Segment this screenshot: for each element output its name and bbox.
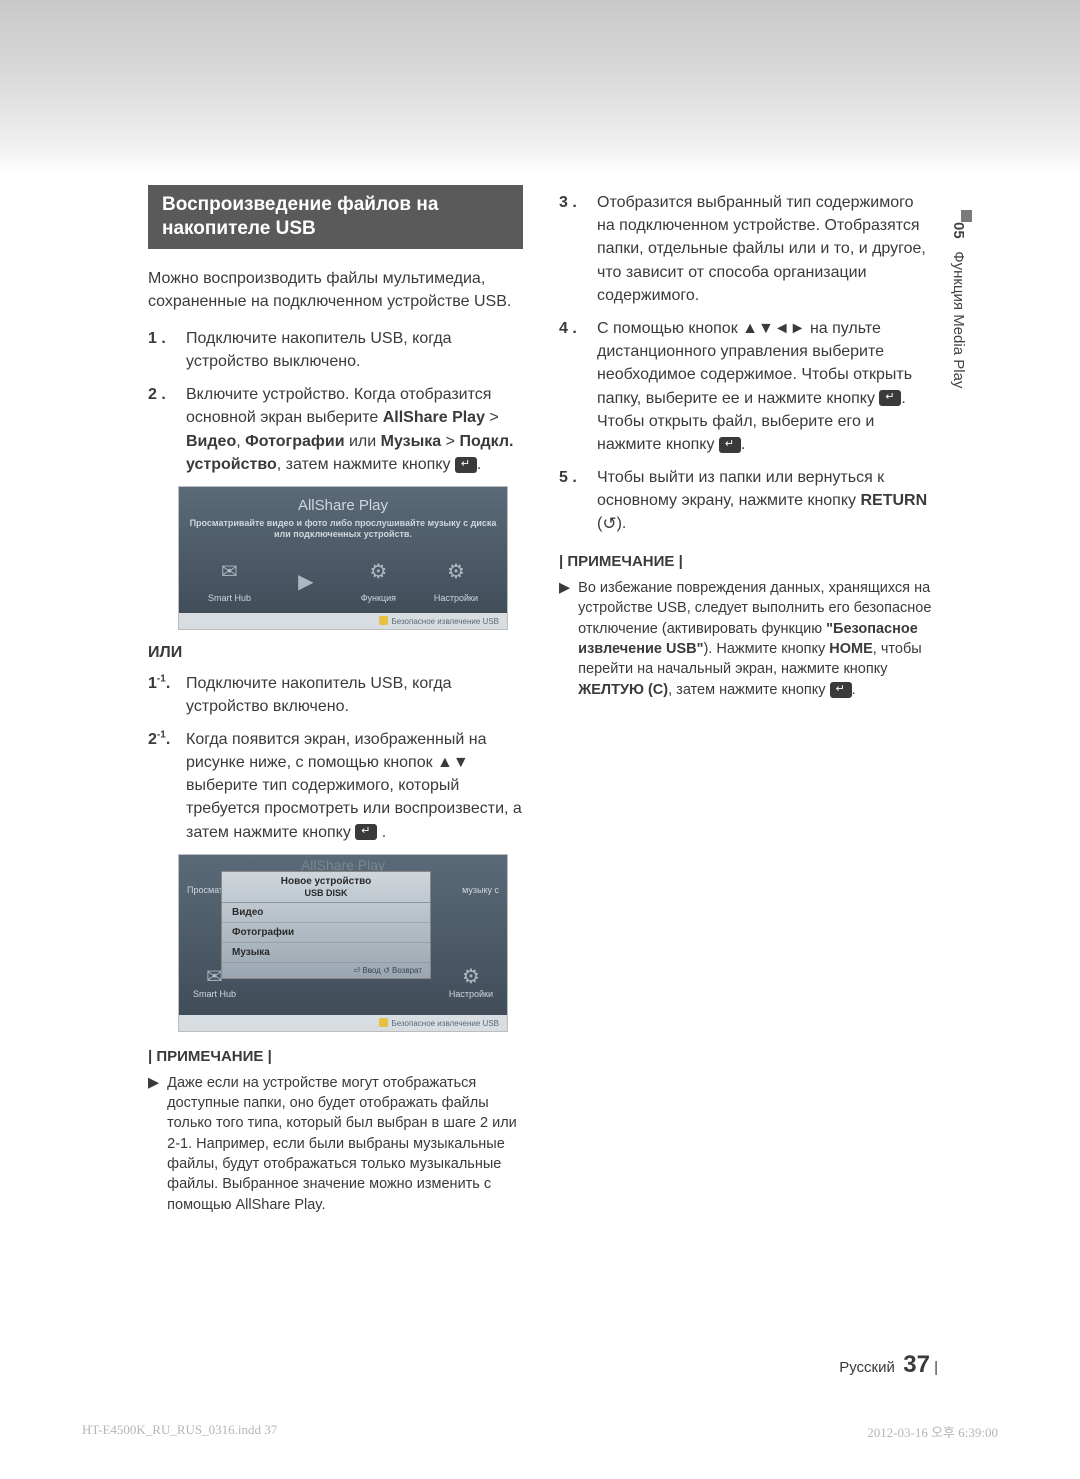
or-label: ИЛИ bbox=[148, 644, 523, 662]
step-num: 4 . bbox=[559, 317, 587, 456]
step-text: Подключите накопитель USB, когда устройс… bbox=[186, 672, 523, 718]
step-2-1: 2-1. Когда появится экран, изображенный … bbox=[148, 728, 523, 844]
doc-footer-left: HT-E4500K_RU_RUS_0316.indd 37 bbox=[82, 1422, 277, 1441]
footer-page-num: 37 bbox=[903, 1351, 930, 1378]
footer-lang: Русский bbox=[839, 1359, 895, 1376]
shot-title: AllShare Play bbox=[189, 497, 497, 514]
step-5: 5 . Чтобы выйти из папки или вернуться к… bbox=[559, 466, 934, 537]
shot-icon-play: ▶ bbox=[289, 565, 323, 603]
note-body: ▶ Во избежание повреждения данных, храня… bbox=[559, 578, 934, 700]
right-column: 3 . Отобразится выбранный тип содержимог… bbox=[559, 185, 934, 1215]
note-marker-icon: ▶ bbox=[148, 1073, 159, 1215]
screenshot-allshare-main: AllShare Play Просматривайте видео и фот… bbox=[178, 486, 508, 630]
doc-footer-right: 2012-03-16 오후 6:39:00 bbox=[867, 1422, 998, 1441]
step-text: Когда появится экран, изображенный на ри… bbox=[186, 728, 523, 844]
return-icon: ↺ bbox=[602, 512, 616, 537]
popup-item-music: Музыка bbox=[222, 943, 430, 963]
side-tab-bar bbox=[961, 210, 972, 222]
screenshot-allshare-popup: AllShare Play Просмат музыку с ✉Smart Hu… bbox=[178, 854, 508, 1032]
step-1-1: 1-1. Подключите накопитель USB, когда ус… bbox=[148, 672, 523, 718]
shot-subtitle: Просматривайте видео и фото либо прослуш… bbox=[189, 518, 497, 541]
enter-icon bbox=[455, 457, 477, 473]
side-tab: 05 Функция Media Play bbox=[950, 222, 967, 388]
step-num: 1 . bbox=[148, 327, 176, 373]
step-3: 3 . Отобразится выбранный тип содержимог… bbox=[559, 191, 934, 307]
note-header: | ПРИМЕЧАНИЕ | bbox=[559, 553, 934, 570]
chapter-title: Функция Media Play bbox=[950, 251, 967, 388]
bg-left: Просмат bbox=[187, 885, 223, 895]
section-header: Воспроизведение файлов на накопителе USB bbox=[148, 185, 523, 249]
intro-text: Можно воспроизводить файлы мультимедиа, … bbox=[148, 267, 523, 313]
step-text: Включите устройство. Когда отобразится о… bbox=[186, 383, 523, 476]
doc-footer: HT-E4500K_RU_RUS_0316.indd 37 2012-03-16… bbox=[82, 1422, 998, 1441]
enter-icon bbox=[879, 390, 901, 406]
shot-footer: Безопасное извлечение USB bbox=[179, 1015, 507, 1031]
step-1: 1 . Подключите накопитель USB, когда уст… bbox=[148, 327, 523, 373]
step-num: 3 . bbox=[559, 191, 587, 307]
step-text: С помощью кнопок ▲▼◄► на пульте дистанци… bbox=[597, 317, 934, 456]
steps-right: 3 . Отобразится выбранный тип содержимог… bbox=[559, 191, 934, 537]
bg-right: музыку с bbox=[462, 885, 499, 895]
enter-icon bbox=[830, 682, 852, 698]
enter-icon bbox=[719, 437, 741, 453]
steps-main: 1 . Подключите накопитель USB, когда уст… bbox=[148, 327, 523, 476]
popup-bottom: ⏎ Ввод ↺ Возврат bbox=[222, 963, 430, 978]
shot-icon-row: ✉Smart Hub ▶ ⚙Функция ⚙Настройки bbox=[189, 555, 497, 603]
bg-icon-settings: ⚙Настройки bbox=[449, 964, 493, 999]
note-body: ▶ Даже если на устройстве могут отобража… bbox=[148, 1073, 523, 1215]
step-num: 5 . bbox=[559, 466, 587, 537]
popup-title: Новое устройство bbox=[222, 872, 430, 888]
steps-alt: 1-1. Подключите накопитель USB, когда ус… bbox=[148, 672, 523, 844]
page-content: Воспроизведение файлов на накопителе USB… bbox=[148, 185, 938, 1215]
popup-item-photo: Фотографии bbox=[222, 923, 430, 943]
page-footer: Русский 37 | bbox=[839, 1351, 938, 1379]
device-popup: Новое устройство USB DISK Видео Фотограф… bbox=[221, 871, 431, 979]
footer-bar: | bbox=[934, 1359, 938, 1376]
step-text: Чтобы выйти из папки или вернуться к осн… bbox=[597, 466, 934, 537]
note-text: Во избежание повреждения данных, хранящи… bbox=[578, 578, 934, 700]
step-num: 1-1. bbox=[148, 672, 176, 718]
top-gradient bbox=[0, 0, 1080, 175]
popup-sub: USB DISK bbox=[222, 888, 430, 903]
shot-footer: Безопасное извлечение USB bbox=[179, 613, 507, 629]
note-marker-icon: ▶ bbox=[559, 578, 570, 700]
step-num: 2-1. bbox=[148, 728, 176, 844]
chapter-number: 05 bbox=[950, 222, 967, 239]
step-2: 2 . Включите устройство. Когда отобразит… bbox=[148, 383, 523, 476]
note-text: Даже если на устройстве могут отображать… bbox=[167, 1073, 523, 1215]
step-text: Подключите накопитель USB, когда устройс… bbox=[186, 327, 523, 373]
step-num: 2 . bbox=[148, 383, 176, 476]
left-column: Воспроизведение файлов на накопителе USB… bbox=[148, 185, 523, 1215]
shot-icon-smarthub: ✉Smart Hub bbox=[208, 555, 251, 603]
note-header: | ПРИМЕЧАНИЕ | bbox=[148, 1048, 523, 1065]
enter-icon bbox=[355, 824, 377, 840]
shot-icon-function: ⚙Функция bbox=[361, 555, 396, 603]
shot-icon-settings: ⚙Настройки bbox=[434, 555, 478, 603]
popup-item-video: Видео bbox=[222, 903, 430, 923]
step-4: 4 . С помощью кнопок ▲▼◄► на пульте дист… bbox=[559, 317, 934, 456]
step-text: Отобразится выбранный тип содержимого на… bbox=[597, 191, 934, 307]
